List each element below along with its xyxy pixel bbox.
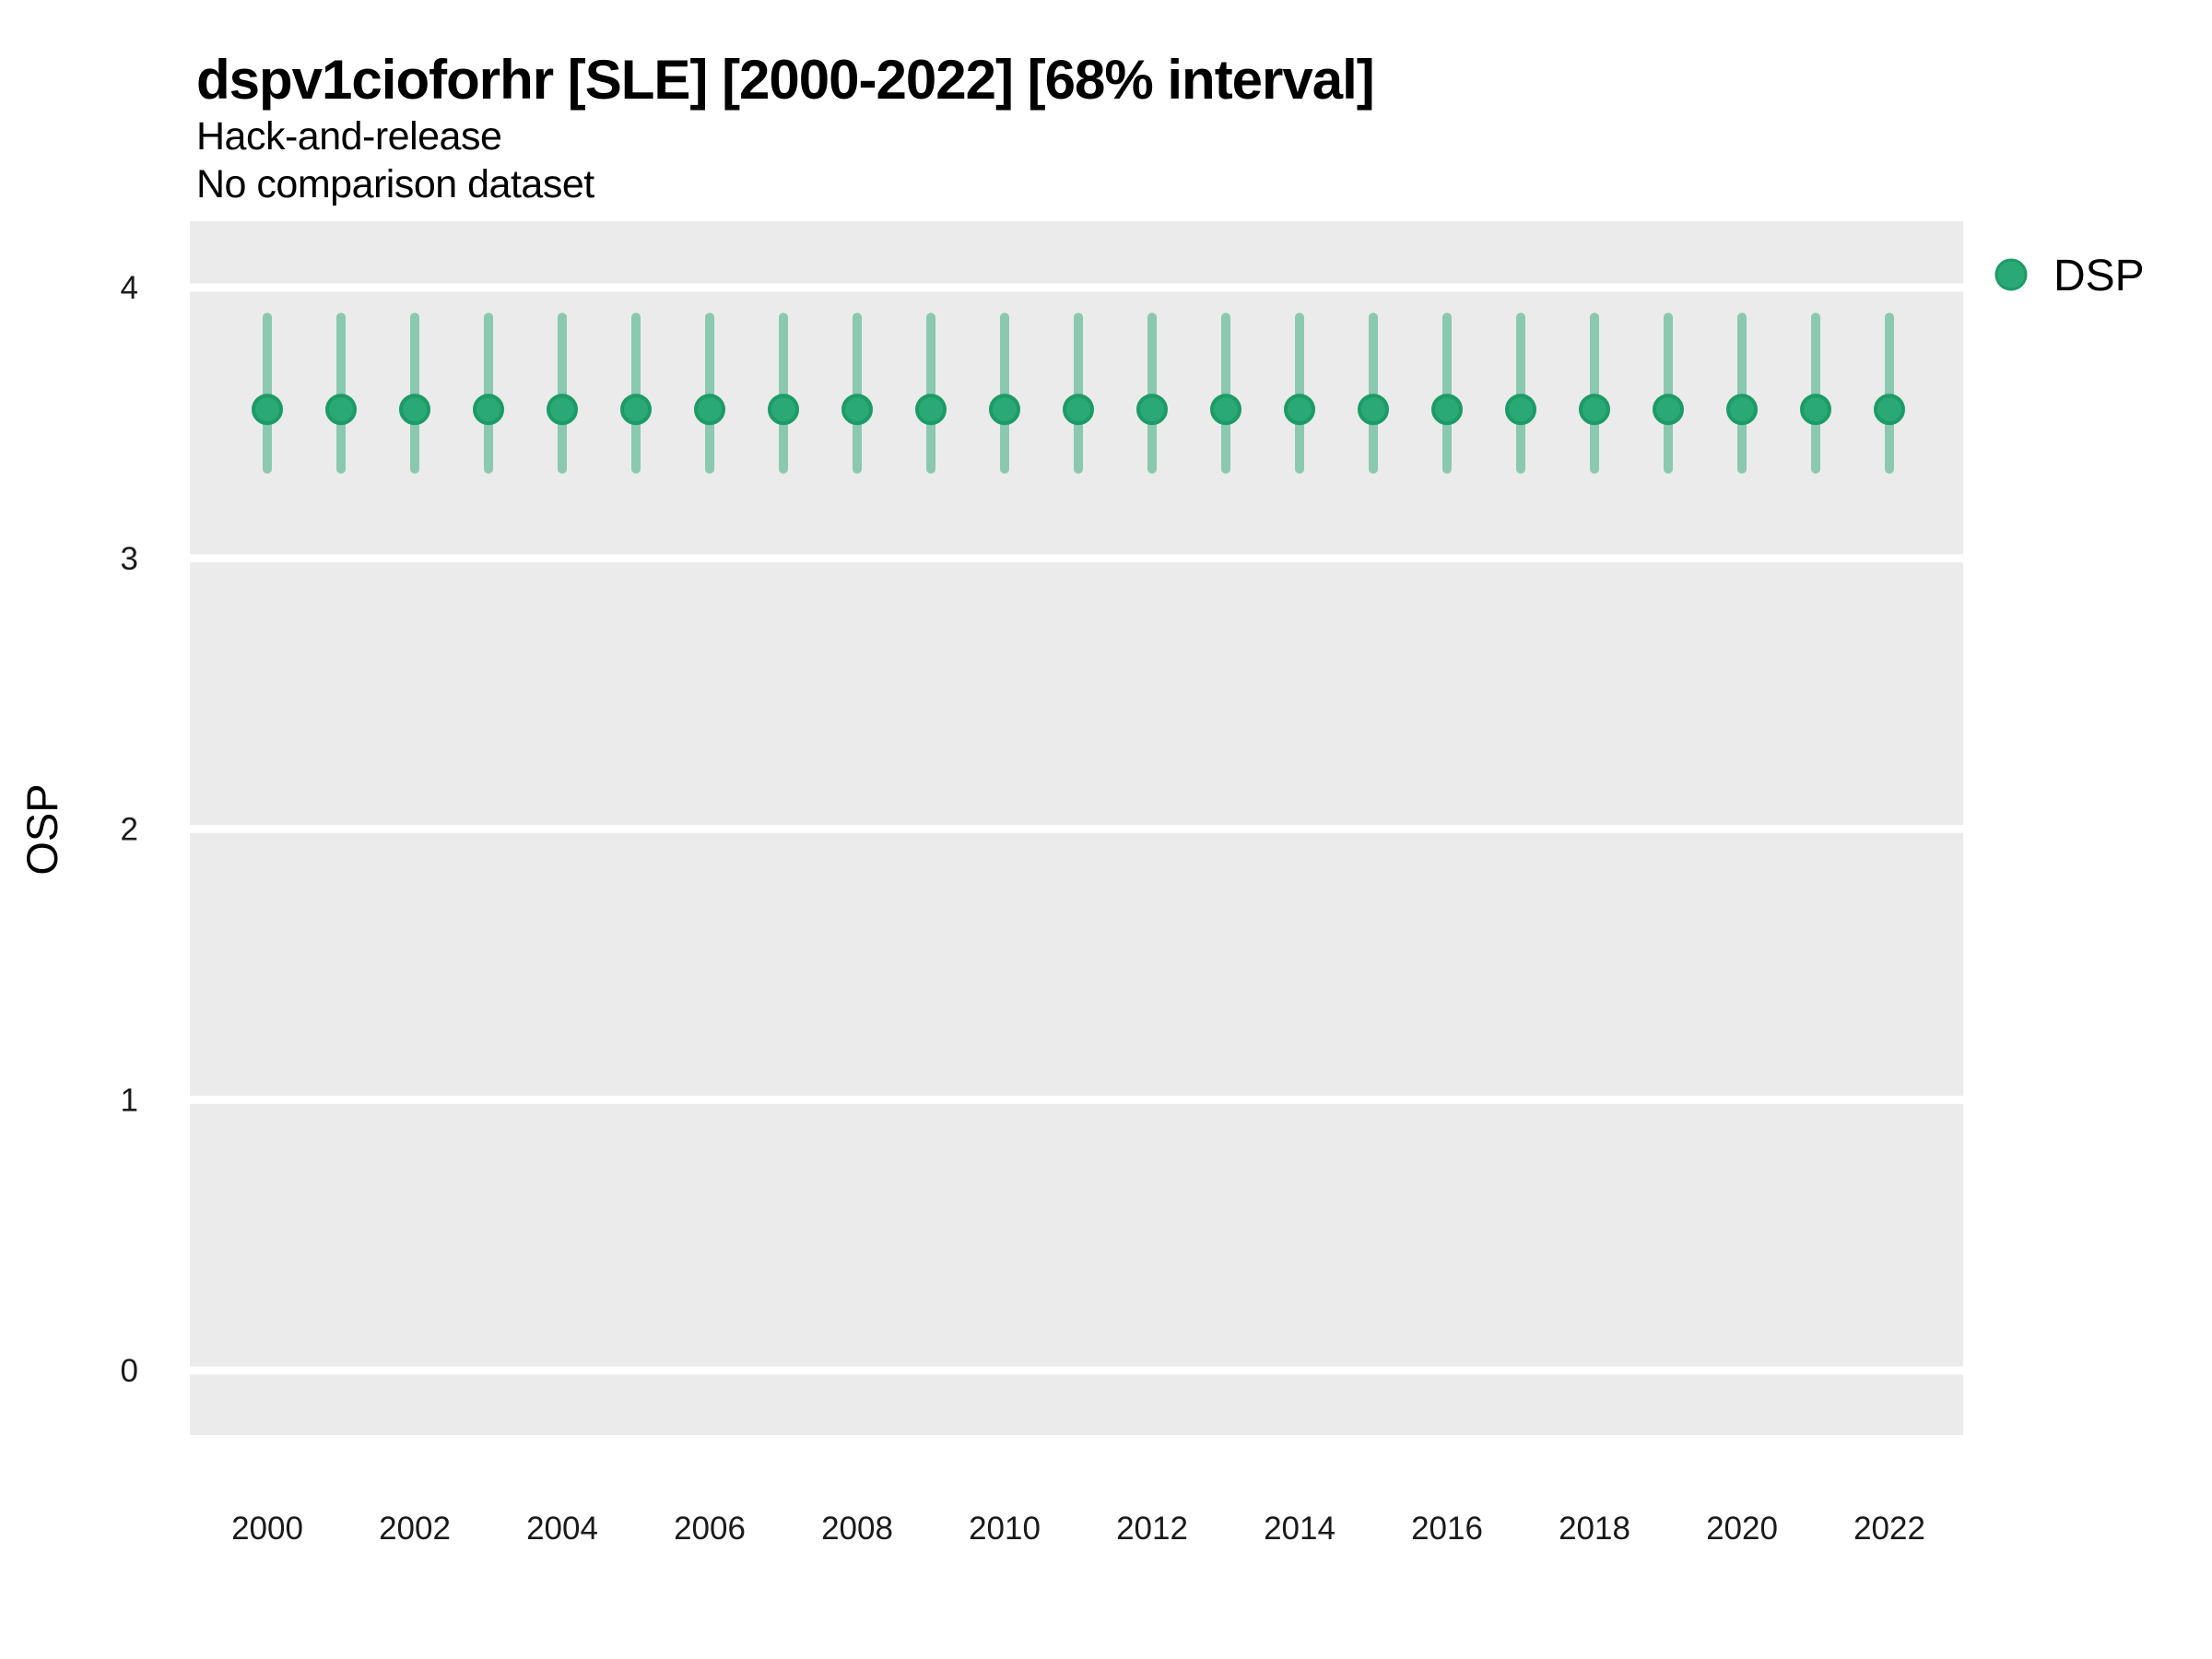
data-point-DSP-2008: [841, 394, 873, 426]
legend: DSP: [1994, 252, 2145, 300]
chart-subtitle-line2: No comparison dataset: [196, 162, 594, 206]
x-tick-label-2010: 2010: [969, 1511, 1041, 1547]
data-point-DSP-2011: [1063, 394, 1094, 426]
data-point-DSP-2010: [989, 394, 1020, 426]
x-tick-label-2016: 2016: [1411, 1511, 1483, 1547]
x-tick-label-2014: 2014: [1264, 1511, 1335, 1547]
data-point-DSP-2007: [768, 394, 799, 426]
x-tick-label-2012: 2012: [1116, 1511, 1188, 1547]
y-tick-label-2: 2: [121, 812, 138, 848]
chart-subtitle-line1: Hack-and-release: [196, 114, 501, 159]
data-point-DSP-2000: [252, 394, 283, 426]
x-tick-label-2006: 2006: [674, 1511, 746, 1547]
y-tick-label-1: 1: [121, 1082, 138, 1118]
data-point-DSP-2004: [547, 394, 578, 426]
data-point-DSP-2009: [915, 394, 947, 426]
data-point-DSP-2003: [473, 394, 504, 426]
data-point-DSP-2020: [1726, 394, 1758, 426]
data-point-DSP-2001: [325, 394, 357, 426]
y-axis-title: OSP: [18, 783, 66, 875]
data-point-DSP-2012: [1136, 394, 1168, 426]
gridlines: [190, 283, 1963, 1375]
legend-label: DSP: [2053, 252, 2145, 300]
data-point-DSP-2021: [1800, 394, 1831, 426]
data-series: [252, 312, 1905, 474]
x-tick-label-2008: 2008: [821, 1511, 893, 1547]
data-point-DSP-2022: [1874, 394, 1905, 426]
x-tick-label-2018: 2018: [1559, 1511, 1630, 1547]
chart-title: dspv1cioforhr [SLE] [2000-2022] [68% int…: [196, 49, 1374, 111]
data-point-DSP-2017: [1505, 394, 1536, 426]
data-point-DSP-2006: [694, 394, 725, 426]
x-axis-tick-labels: 2000 2002 2004 2006 2008 2010 2012 2014 2016 2018…: [231, 1511, 1925, 1547]
y-tick-label-0: 0: [121, 1353, 138, 1389]
data-point-DSP-2015: [1358, 394, 1389, 426]
x-tick-label-2004: 2004: [526, 1511, 598, 1547]
data-point-DSP-2014: [1284, 394, 1315, 426]
data-point-DSP-2005: [620, 394, 652, 426]
x-tick-label-2000: 2000: [231, 1511, 303, 1547]
data-point-DSP-2018: [1579, 394, 1610, 426]
x-tick-label-2020: 2020: [1706, 1511, 1778, 1547]
y-tick-label-4: 4: [121, 270, 138, 306]
x-tick-label-2002: 2002: [379, 1511, 451, 1547]
data-point-DSP-2019: [1653, 394, 1684, 426]
y-tick-label-3: 3: [121, 541, 138, 577]
x-tick-label-2022: 2022: [1853, 1511, 1925, 1547]
y-axis-tick-labels: 0 1 2 3 4: [121, 270, 138, 1389]
data-point-DSP-2013: [1210, 394, 1241, 426]
data-point-DSP-2002: [399, 394, 430, 426]
legend-circle-icon: [1994, 258, 2028, 291]
data-point-DSP-2016: [1431, 394, 1463, 426]
